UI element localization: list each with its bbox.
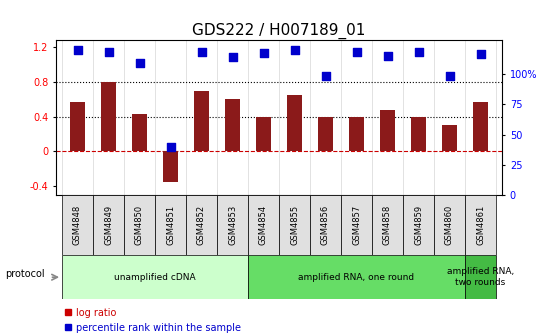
Text: unamplified cDNA: unamplified cDNA: [114, 273, 196, 282]
Point: [321, 73, 330, 79]
Bar: [217, 195, 248, 255]
Text: GSM4849: GSM4849: [104, 205, 113, 245]
Bar: [287, 95, 302, 152]
Bar: [256, 117, 271, 152]
Bar: [434, 195, 465, 255]
Bar: [132, 114, 147, 152]
Bar: [62, 255, 248, 299]
Text: GSM4853: GSM4853: [228, 205, 237, 245]
Text: protocol: protocol: [6, 269, 45, 279]
Bar: [372, 195, 403, 255]
Text: GSM4852: GSM4852: [197, 205, 206, 245]
Bar: [70, 102, 85, 152]
Bar: [318, 117, 333, 152]
Bar: [442, 125, 457, 152]
Bar: [155, 195, 186, 255]
Bar: [411, 117, 426, 152]
Text: GSM4861: GSM4861: [476, 205, 485, 245]
Bar: [473, 102, 488, 152]
Point: [383, 53, 392, 59]
Bar: [124, 195, 155, 255]
Bar: [403, 195, 434, 255]
Bar: [279, 195, 310, 255]
Text: GSM4848: GSM4848: [73, 205, 82, 245]
Text: GSM4859: GSM4859: [414, 205, 423, 245]
Point: [259, 51, 268, 56]
Point: [445, 73, 454, 79]
Bar: [93, 195, 124, 255]
Bar: [465, 195, 496, 255]
Point: [166, 144, 175, 150]
Text: GSM4860: GSM4860: [445, 205, 454, 245]
Text: amplified RNA, one round: amplified RNA, one round: [299, 273, 415, 282]
Point: [228, 54, 237, 59]
Bar: [194, 91, 209, 152]
Text: GSM4851: GSM4851: [166, 205, 175, 245]
Legend: log ratio, percentile rank within the sample: log ratio, percentile rank within the sa…: [61, 304, 245, 336]
Bar: [341, 195, 372, 255]
Point: [414, 50, 423, 55]
Text: GSM4856: GSM4856: [321, 205, 330, 245]
Bar: [380, 110, 395, 152]
Point: [135, 60, 144, 66]
Point: [352, 50, 361, 55]
Bar: [349, 117, 364, 152]
Point: [73, 47, 82, 52]
Text: GSM4858: GSM4858: [383, 205, 392, 245]
Bar: [62, 195, 93, 255]
Title: GDS222 / H007189_01: GDS222 / H007189_01: [193, 23, 365, 39]
Bar: [248, 195, 279, 255]
Bar: [163, 152, 178, 182]
Point: [476, 51, 485, 57]
Text: GSM4854: GSM4854: [259, 205, 268, 245]
Bar: [225, 99, 240, 152]
Text: amplified RNA,
two rounds: amplified RNA, two rounds: [447, 267, 514, 287]
Text: GSM4857: GSM4857: [352, 205, 361, 245]
Point: [104, 50, 113, 55]
Point: [290, 47, 299, 52]
Text: GSM4850: GSM4850: [135, 205, 144, 245]
Text: GSM4855: GSM4855: [290, 205, 299, 245]
Point: [197, 50, 206, 55]
Bar: [310, 195, 341, 255]
Bar: [101, 82, 116, 152]
Bar: [248, 255, 465, 299]
Bar: [186, 195, 217, 255]
Bar: [465, 255, 496, 299]
